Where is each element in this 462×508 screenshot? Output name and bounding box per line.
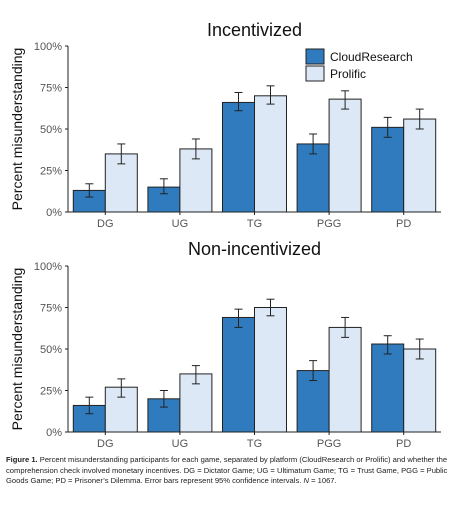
y-tick-label: 25% [40,166,62,178]
legend-swatch [305,65,325,82]
x-tick-label: PD [396,438,411,450]
y-tick-label: 100% [34,261,62,273]
y-tick-label: 0% [46,427,62,439]
legend-label: Prolific [330,67,366,81]
x-tick-label: UG [172,218,189,230]
y-tick-label: 25% [40,386,62,398]
bar [371,343,405,433]
x-tick-label: DG [97,438,114,450]
x-tick-label: PGG [317,438,341,450]
chart-panel-2: Non-incentivized Percent misunderstanding… [9,239,441,450]
y-tick-label: 50% [40,344,62,356]
bar [222,316,255,433]
y-tick-label: 50% [40,124,62,136]
caption-n-label: N [303,476,309,486]
bar [328,98,362,213]
x-tick-label: PD [396,218,411,230]
x-tick-label: DG [97,218,114,230]
legend-label: CloudResearch [330,50,413,64]
bar [104,153,138,213]
y-tick-label: 75% [40,303,62,315]
y-tick-label: 75% [40,83,62,95]
x-tick-label: TG [247,438,262,450]
chart-panel-1: Incentivized Percent misunderstanding 0% 25… [9,20,441,230]
caption-text: Percent misunderstanding participants fo… [6,455,448,486]
bar [254,307,287,433]
figure-caption: Figure 1. Percent misunderstanding parti… [6,455,458,487]
chart-title: Non-incentivized [188,239,321,259]
y-axis-label: Percent misunderstanding [9,48,25,211]
y-tick-label: 0% [46,207,62,219]
y-axis-label: Percent misunderstanding [9,268,25,431]
figure: Incentivized Percent misunderstanding 0% 25… [9,20,441,450]
y-tick-label: 100% [34,41,62,53]
bar [371,126,405,213]
x-tick-label: TG [247,218,262,230]
bar [403,348,437,433]
x-tick-label: UG [172,438,189,450]
bar [328,326,362,433]
legend: CloudResearch Prolific [305,48,413,82]
bar [254,95,287,213]
caption-n-text: = 1067. [308,476,337,486]
legend-swatch [305,48,325,65]
bar [296,143,330,213]
bar [222,101,255,213]
chart-title: Incentivized [207,20,302,40]
bar [403,118,437,213]
caption-label: Figure 1. [6,455,38,464]
x-tick-label: PGG [317,218,341,230]
